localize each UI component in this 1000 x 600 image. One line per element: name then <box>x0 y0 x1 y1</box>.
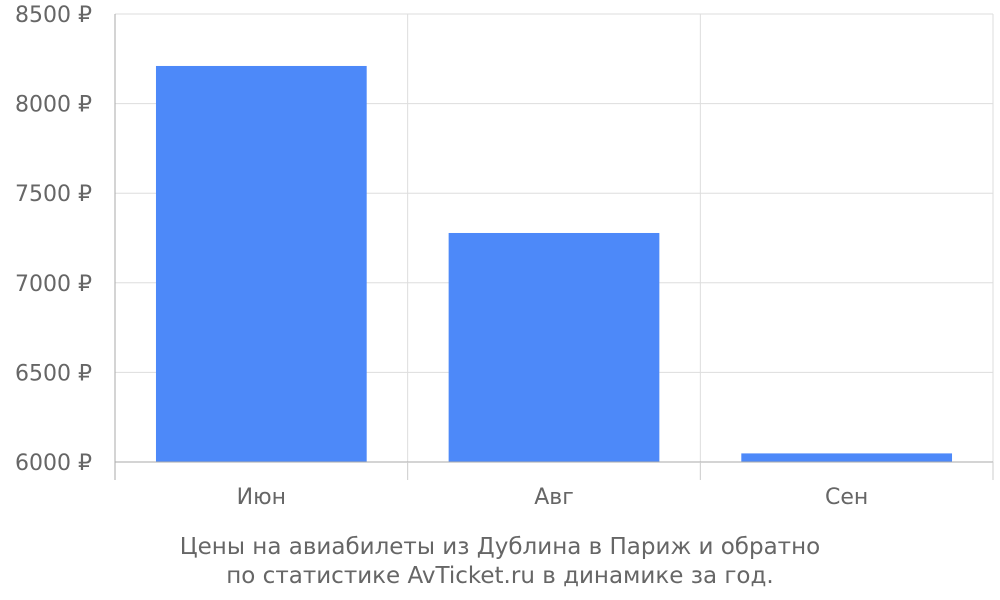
x-tick-label: Июн <box>237 485 286 510</box>
bar-Июн <box>155 65 367 462</box>
bar-chart: 6000 ₽ 6500 ₽ 7000 ₽ 7500 ₽ 8000 ₽ 8500 ₽ Июн А… <box>15 3 994 510</box>
y-tick-label: 6500 ₽ <box>15 361 92 386</box>
y-tick-label: 7500 ₽ <box>15 182 92 207</box>
y-tick-label: 8000 ₽ <box>15 93 92 118</box>
y-tick-label: 8500 ₽ <box>15 3 92 28</box>
y-tick-label: 7000 ₽ <box>15 272 92 297</box>
chart-caption-line-1: Цены на авиабилеты из Дублина в Париж и … <box>179 534 821 560</box>
bar-Сен <box>741 453 953 462</box>
chart-caption-line-2: по статистике AvTicket.ru в динамике за … <box>226 563 774 589</box>
bar-Авг <box>448 232 660 462</box>
x-tick-label: Авг <box>534 485 574 510</box>
x-tick-label: Сен <box>825 485 868 510</box>
y-tick-label: 6000 ₽ <box>15 451 92 476</box>
